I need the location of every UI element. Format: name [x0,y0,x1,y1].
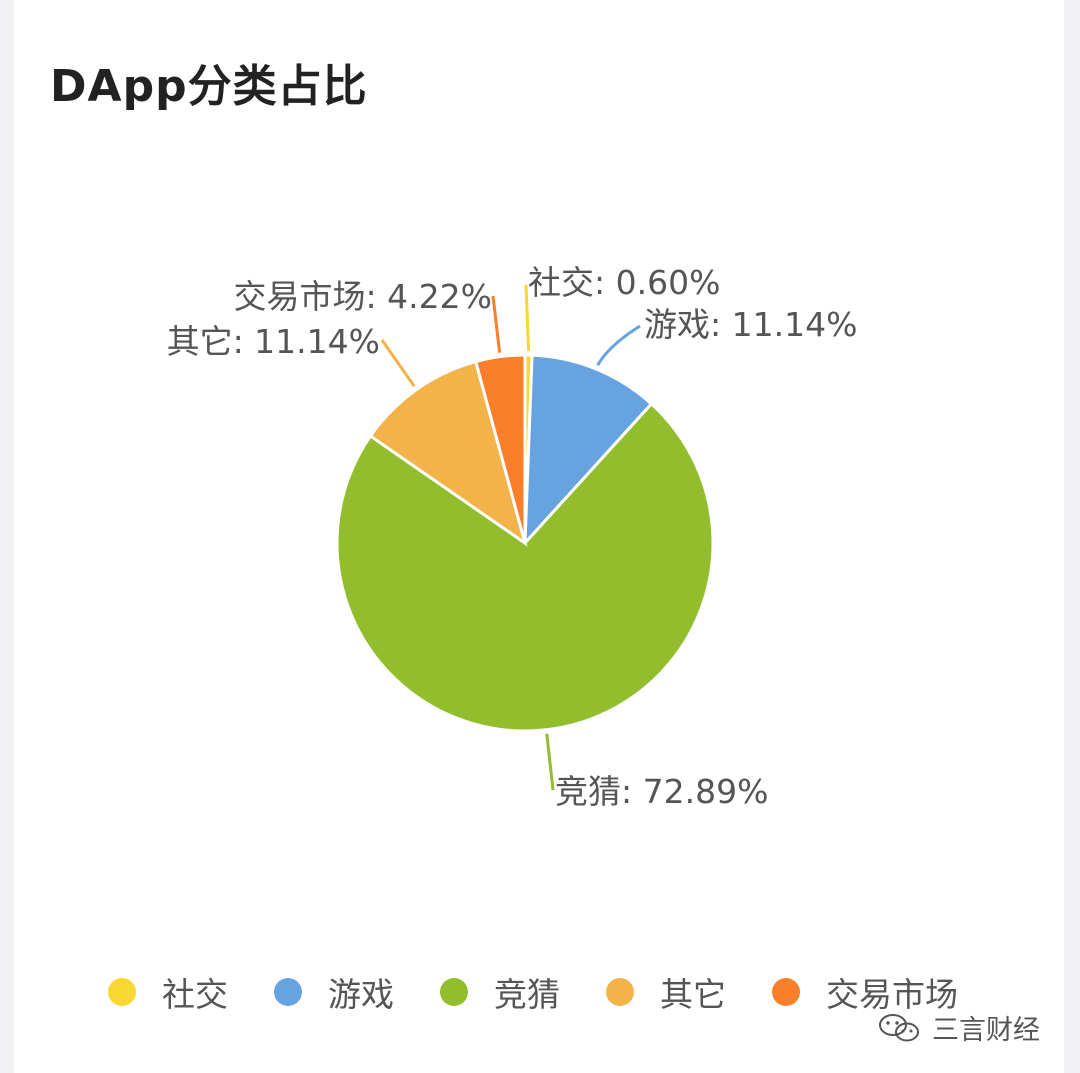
leader-line-2 [545,733,555,791]
legend-swatch-2 [440,978,468,1006]
watermark-label: 三言财经 [932,1015,1040,1046]
leader-line-1 [596,324,641,367]
pie-slice-3 [368,359,528,547]
legend-item-3: 其它 [606,968,726,1016]
legend-label-1: 游戏 [328,975,394,1014]
legend-swatch-3 [606,978,634,1006]
pie-slice-1 [523,353,654,548]
legend-item-2: 竞猜 [440,968,560,1016]
legend-label-3: 其它 [660,975,726,1014]
data-label-0: 社交: 0.60% [528,263,720,302]
leader-line-4 [491,295,502,353]
legend-swatch-0 [108,978,136,1006]
legend-label-0: 社交 [162,975,228,1014]
legend-label-2: 竞猜 [494,975,560,1014]
data-label-4: 交易市场: 4.22% [234,277,492,316]
data-label-3: 其它: 11.14% [167,322,380,361]
data-label-2: 竞猜: 72.89% [555,772,768,811]
pie-slice-4 [473,353,527,544]
data-label-1: 游戏: 11.14% [644,305,857,344]
watermark: 三言财经 [878,1008,1040,1047]
legend-swatch-1 [274,978,302,1006]
leader-line-3 [380,339,416,388]
legend-item-1: 游戏 [274,968,394,1016]
legend-swatch-4 [772,978,800,1006]
leader-line-0 [524,284,531,352]
pie-slice-2 [335,401,715,733]
legend-item-4: 交易市场 [772,968,958,1016]
chart-legend: 社交 游戏 竞猜 其它 交易市场 [108,968,1004,1016]
legend-item-0: 社交 [108,968,228,1016]
chart-title: DApp分类占比 [50,61,368,112]
wechat-icon [879,1013,919,1041]
legend-label-4: 交易市场 [826,975,958,1014]
